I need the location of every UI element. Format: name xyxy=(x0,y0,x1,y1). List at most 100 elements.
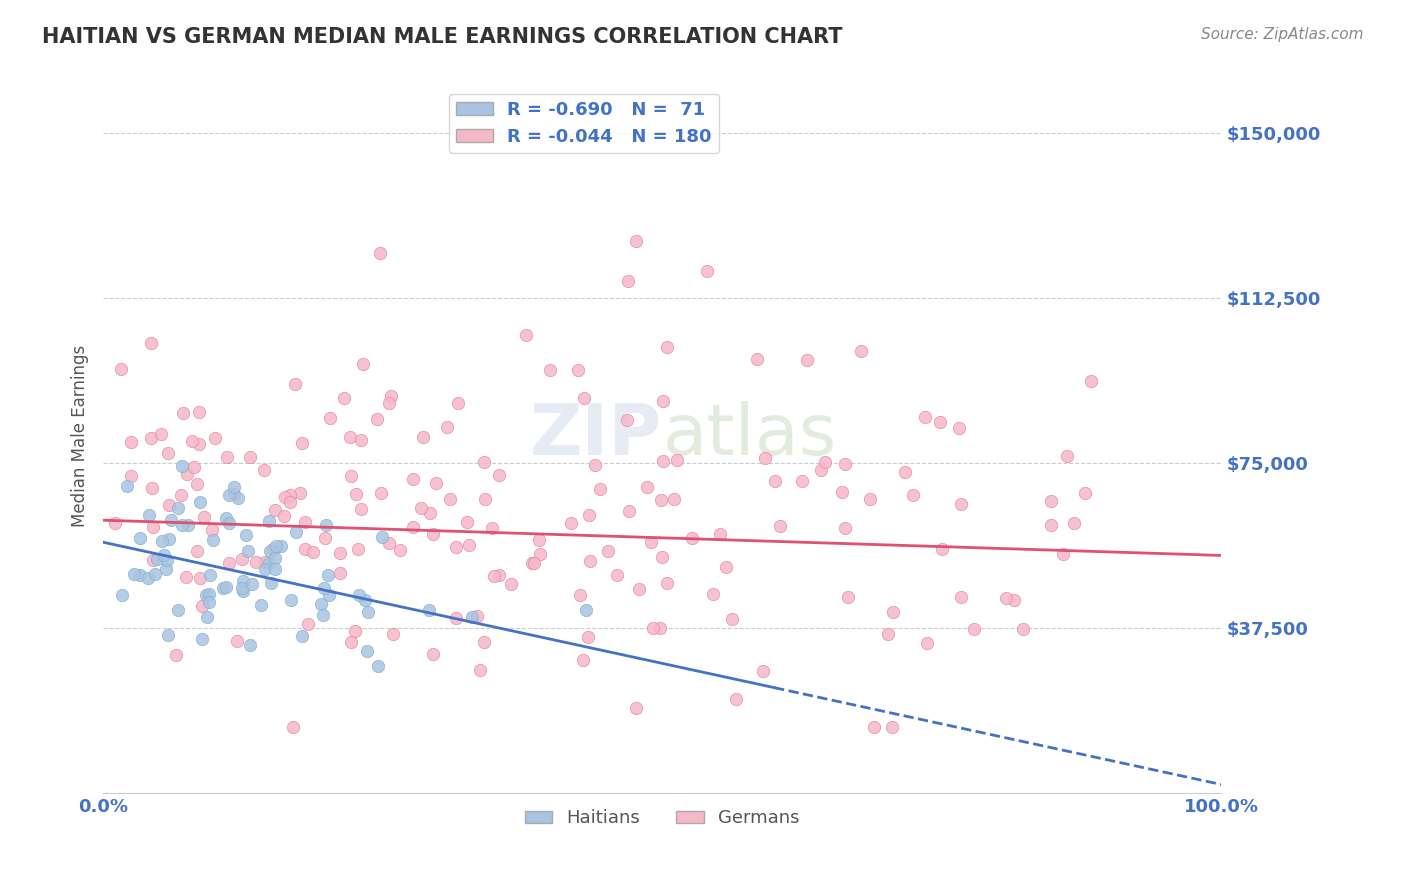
Point xyxy=(253,555,276,569)
Point xyxy=(436,419,458,434)
Point xyxy=(195,610,218,624)
Point xyxy=(1080,375,1102,389)
Point xyxy=(315,517,337,532)
Point xyxy=(259,544,281,558)
Point xyxy=(529,547,551,561)
Point xyxy=(456,515,478,529)
Point xyxy=(914,409,936,424)
Point xyxy=(834,521,856,535)
Point xyxy=(176,467,198,482)
Point xyxy=(949,590,972,604)
Point xyxy=(122,566,145,581)
Point xyxy=(231,551,253,566)
Point xyxy=(418,603,440,617)
Point xyxy=(460,610,482,624)
Point xyxy=(655,576,678,591)
Point xyxy=(172,406,194,420)
Point xyxy=(291,436,314,450)
Point xyxy=(260,576,283,591)
Point xyxy=(232,574,254,588)
Point xyxy=(641,622,664,636)
Point xyxy=(319,411,342,425)
Point xyxy=(157,628,180,642)
Point xyxy=(218,488,240,502)
Point xyxy=(231,582,253,596)
Point xyxy=(963,622,986,636)
Point xyxy=(297,617,319,632)
Point xyxy=(347,588,370,602)
Point xyxy=(149,427,172,442)
Point xyxy=(264,539,287,553)
Point xyxy=(636,480,658,494)
Point xyxy=(863,720,886,734)
Point xyxy=(120,434,142,449)
Point xyxy=(138,508,160,522)
Point xyxy=(567,362,589,376)
Point xyxy=(188,495,211,509)
Point xyxy=(652,393,675,408)
Point xyxy=(515,328,537,343)
Point xyxy=(204,431,226,445)
Point xyxy=(270,539,292,553)
Point xyxy=(333,391,356,405)
Point xyxy=(366,412,388,426)
Point xyxy=(576,630,599,644)
Point xyxy=(170,459,193,474)
Point xyxy=(174,570,197,584)
Point xyxy=(239,450,262,464)
Point xyxy=(141,481,163,495)
Point xyxy=(529,533,551,547)
Point xyxy=(157,532,180,546)
Point xyxy=(156,553,179,567)
Point xyxy=(901,488,924,502)
Point xyxy=(340,635,363,649)
Point xyxy=(143,567,166,582)
Point xyxy=(650,492,672,507)
Point xyxy=(745,352,768,367)
Text: Source: ZipAtlas.com: Source: ZipAtlas.com xyxy=(1201,27,1364,42)
Point xyxy=(281,720,304,734)
Point xyxy=(831,485,853,500)
Point xyxy=(157,498,180,512)
Point xyxy=(948,421,970,435)
Point xyxy=(994,591,1017,606)
Point xyxy=(893,465,915,479)
Point xyxy=(343,624,366,638)
Point xyxy=(120,469,142,483)
Point xyxy=(721,612,744,626)
Point xyxy=(579,554,602,568)
Point xyxy=(474,491,496,506)
Point xyxy=(538,362,561,376)
Point xyxy=(488,467,510,482)
Point xyxy=(344,486,367,500)
Point xyxy=(725,691,748,706)
Point xyxy=(257,556,280,570)
Point xyxy=(274,490,297,504)
Point xyxy=(628,582,651,596)
Point xyxy=(186,544,208,558)
Point xyxy=(115,479,138,493)
Point xyxy=(312,581,335,595)
Point xyxy=(273,508,295,523)
Point xyxy=(316,567,339,582)
Point xyxy=(655,340,678,354)
Point xyxy=(560,516,582,530)
Point xyxy=(157,446,180,460)
Point xyxy=(447,396,470,410)
Point xyxy=(254,562,277,576)
Point xyxy=(928,415,950,429)
Point xyxy=(285,524,308,539)
Point xyxy=(329,566,352,580)
Point xyxy=(111,588,134,602)
Point xyxy=(284,376,307,391)
Point xyxy=(619,504,641,518)
Point xyxy=(191,599,214,613)
Point xyxy=(153,548,176,562)
Point xyxy=(367,658,389,673)
Point xyxy=(190,632,212,646)
Point xyxy=(280,593,302,607)
Point xyxy=(183,460,205,475)
Point xyxy=(578,508,600,522)
Point xyxy=(814,455,837,469)
Point xyxy=(572,391,595,405)
